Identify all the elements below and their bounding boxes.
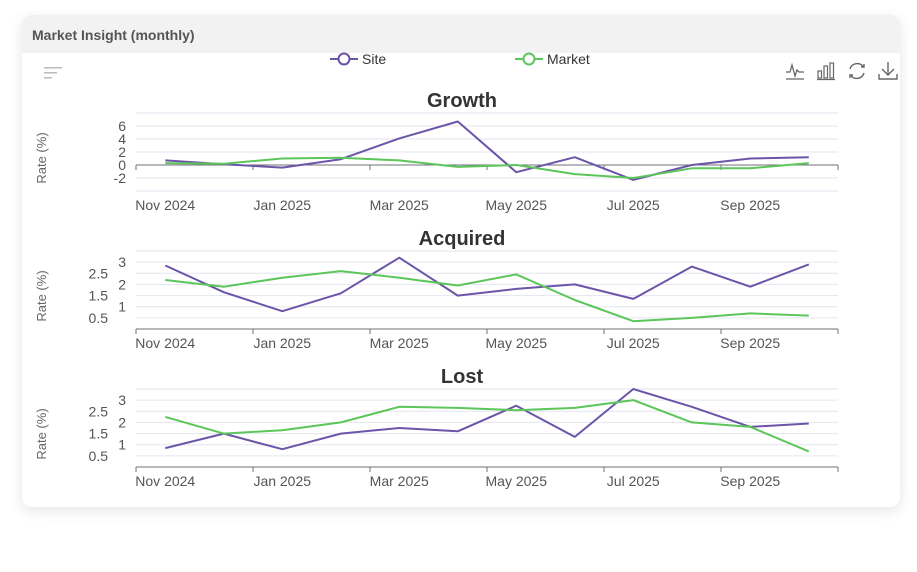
y-tick-label: 1.5 [89, 288, 109, 304]
x-tick-label: Jan 2025 [253, 473, 311, 489]
x-tick-label: Sep 2025 [720, 197, 780, 213]
x-tick-label: May 2025 [486, 335, 548, 351]
download-icon[interactable] [877, 60, 899, 82]
x-tick-label: Mar 2025 [370, 473, 429, 489]
y-tick-label: 2.5 [89, 265, 109, 281]
legend-item-site[interactable]: Site [330, 51, 386, 67]
x-tick-label: Nov 2024 [135, 473, 195, 489]
legend-marker-site-icon [330, 52, 358, 66]
legend-label-site: Site [362, 51, 387, 67]
x-tick-label: May 2025 [486, 197, 548, 213]
y-tick-label: 6 [118, 118, 126, 134]
x-tick-label: Jul 2025 [607, 473, 660, 489]
y-axis-label: Rate (%) [34, 132, 49, 183]
x-tick-label: Sep 2025 [720, 335, 780, 351]
y-tick-label: 4 [118, 131, 126, 147]
legend-label-market: Market [547, 51, 590, 67]
y-tick-label: 2 [118, 414, 126, 430]
x-tick-label: Sep 2025 [720, 473, 780, 489]
series-line-site [165, 388, 809, 451]
y-tick-label: 0.5 [89, 448, 109, 464]
filter-lines-icon[interactable] [44, 67, 62, 79]
y-tick-label: 3 [118, 254, 126, 270]
y-axis-label: Rate (%) [34, 408, 49, 459]
y-tick-label: 1.5 [89, 426, 109, 442]
y-tick-label: -2 [114, 170, 127, 186]
line-chart-icon[interactable] [784, 60, 806, 82]
card-title: Market Insight (monthly) [32, 27, 195, 43]
x-tick-label: Mar 2025 [370, 197, 429, 213]
y-tick-label: 2.5 [89, 403, 109, 419]
y-tick-label: 0 [118, 157, 126, 173]
series-line-market [165, 399, 810, 453]
y-tick-label: 1 [118, 437, 126, 453]
y-tick-label: 3 [118, 392, 126, 408]
series-line-site [164, 256, 810, 313]
x-tick-label: Nov 2024 [135, 335, 195, 351]
x-tick-label: Jan 2025 [253, 197, 311, 213]
x-tick-label: May 2025 [486, 473, 548, 489]
chart-title: Lost [441, 366, 484, 388]
legend-marker-market-icon [515, 52, 543, 66]
chart-title: Growth [427, 90, 497, 112]
y-tick-label: 2 [118, 276, 126, 292]
chart-title: Acquired [419, 228, 506, 250]
y-tick-label: 0.5 [89, 310, 109, 326]
y-tick-label: 2 [118, 144, 126, 160]
y-tick-label: 1 [118, 299, 126, 315]
series-line-market [165, 156, 809, 179]
x-tick-label: Nov 2024 [135, 197, 195, 213]
series-line-site [165, 120, 809, 181]
refresh-icon[interactable] [846, 60, 868, 82]
x-tick-label: Jan 2025 [253, 335, 311, 351]
y-axis-label: Rate (%) [34, 270, 49, 321]
x-tick-label: Mar 2025 [370, 335, 429, 351]
legend-item-market[interactable]: Market [515, 51, 590, 67]
x-tick-label: Jul 2025 [607, 197, 660, 213]
series-line-market [165, 270, 809, 323]
x-tick-label: Jul 2025 [607, 335, 660, 351]
bar-chart-icon[interactable] [815, 60, 837, 82]
